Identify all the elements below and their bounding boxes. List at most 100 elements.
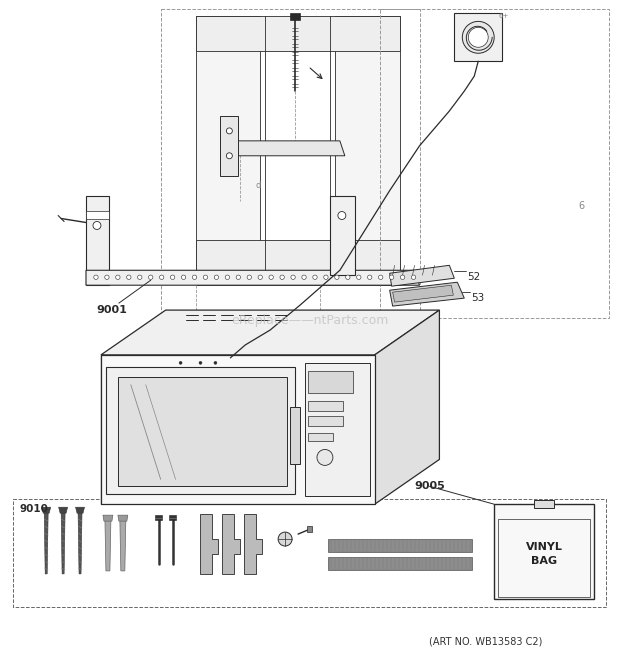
Polygon shape: [118, 377, 287, 486]
Circle shape: [368, 275, 372, 280]
Text: d: d: [255, 180, 260, 190]
Circle shape: [226, 128, 232, 134]
Circle shape: [226, 153, 232, 159]
Bar: [290, 13, 300, 20]
Polygon shape: [305, 363, 370, 496]
Bar: [308, 371, 353, 393]
Circle shape: [356, 275, 361, 280]
Text: BAG: BAG: [531, 556, 557, 566]
Polygon shape: [101, 355, 374, 504]
Circle shape: [278, 532, 292, 546]
Circle shape: [159, 275, 164, 280]
Circle shape: [138, 275, 142, 280]
Circle shape: [149, 275, 153, 280]
Polygon shape: [335, 17, 400, 285]
Polygon shape: [195, 17, 400, 52]
Circle shape: [126, 275, 131, 280]
Circle shape: [401, 275, 405, 280]
Text: 9010: 9010: [19, 504, 48, 514]
Circle shape: [247, 275, 252, 280]
Circle shape: [378, 275, 383, 280]
Polygon shape: [106, 367, 295, 494]
Circle shape: [214, 362, 217, 364]
Bar: [308, 432, 333, 440]
Circle shape: [225, 275, 229, 280]
Bar: [308, 416, 343, 426]
Bar: [498, 519, 590, 597]
Polygon shape: [59, 507, 68, 513]
Circle shape: [170, 275, 175, 280]
Polygon shape: [118, 515, 128, 521]
Text: VINYL: VINYL: [526, 542, 562, 552]
Bar: [379, 9, 609, 318]
Polygon shape: [374, 310, 440, 504]
Polygon shape: [86, 270, 420, 285]
Bar: [86, 211, 109, 219]
Polygon shape: [389, 282, 464, 306]
Circle shape: [269, 275, 273, 280]
Polygon shape: [101, 310, 440, 355]
Polygon shape: [223, 514, 241, 574]
Polygon shape: [44, 511, 48, 574]
Polygon shape: [290, 407, 300, 465]
Polygon shape: [200, 514, 218, 574]
Bar: [155, 515, 162, 520]
Circle shape: [179, 362, 182, 364]
Circle shape: [94, 275, 98, 280]
Circle shape: [335, 275, 339, 280]
Polygon shape: [76, 507, 84, 513]
Circle shape: [105, 275, 109, 280]
Bar: [308, 401, 343, 410]
Bar: [14, 499, 606, 607]
Circle shape: [463, 21, 494, 54]
Circle shape: [312, 275, 317, 280]
Polygon shape: [42, 507, 51, 513]
Polygon shape: [392, 285, 453, 302]
Circle shape: [203, 275, 208, 280]
Bar: [161, 9, 420, 328]
Circle shape: [236, 275, 241, 280]
Circle shape: [389, 275, 394, 280]
Circle shape: [411, 275, 416, 280]
Bar: [328, 557, 472, 570]
Text: (ART NO. WB13583 C2): (ART NO. WB13583 C2): [430, 637, 543, 646]
Polygon shape: [220, 141, 345, 156]
Text: 6: 6: [579, 200, 585, 211]
Bar: [494, 504, 594, 599]
Circle shape: [291, 275, 295, 280]
Circle shape: [317, 449, 333, 465]
Bar: [307, 526, 312, 532]
Polygon shape: [244, 514, 262, 574]
Text: eReplace——ntParts.com: eReplace——ntParts.com: [231, 313, 389, 327]
Bar: [328, 539, 472, 552]
Circle shape: [199, 362, 202, 364]
Text: 53: 53: [471, 293, 484, 303]
Text: 52: 52: [467, 272, 481, 282]
Polygon shape: [195, 17, 260, 285]
Polygon shape: [86, 196, 109, 285]
Circle shape: [192, 275, 197, 280]
Circle shape: [182, 275, 186, 280]
Polygon shape: [105, 519, 111, 571]
Polygon shape: [389, 265, 454, 286]
Circle shape: [93, 221, 101, 229]
Polygon shape: [78, 511, 82, 574]
Circle shape: [258, 275, 262, 280]
Text: 9001: 9001: [96, 305, 127, 315]
Circle shape: [324, 275, 328, 280]
Circle shape: [338, 212, 346, 219]
Polygon shape: [220, 116, 238, 176]
Polygon shape: [120, 519, 126, 571]
Circle shape: [345, 275, 350, 280]
Bar: [534, 500, 554, 508]
Circle shape: [280, 275, 285, 280]
Polygon shape: [330, 196, 355, 275]
Polygon shape: [195, 241, 400, 285]
Circle shape: [302, 275, 306, 280]
Text: 6+: 6+: [498, 13, 508, 19]
Polygon shape: [103, 515, 113, 521]
Circle shape: [215, 275, 219, 280]
Polygon shape: [61, 511, 65, 574]
Circle shape: [116, 275, 120, 280]
Bar: [169, 515, 176, 520]
